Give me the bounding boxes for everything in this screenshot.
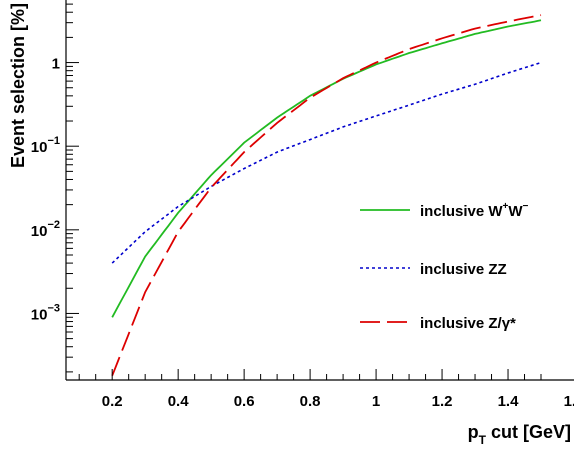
- series-line-zz: [111, 61, 542, 264]
- series-layer: [111, 14, 542, 377]
- y-tick-base: 10: [31, 139, 48, 156]
- y-tick-label: 10−2: [31, 219, 60, 240]
- legend-label-main: inclusive ZZ: [420, 261, 507, 278]
- y-tick-base: 1: [52, 56, 60, 73]
- legend-label-mid: W: [508, 203, 523, 220]
- y-tick-exponent: −2: [47, 219, 60, 231]
- y-tick-base: 10: [31, 306, 48, 323]
- series-line-zg: [111, 14, 542, 377]
- legend-label-superscript: +: [503, 201, 509, 212]
- x-tick-label: 1.4: [498, 393, 520, 410]
- y-axis-title: Event selection [%]: [8, 3, 28, 168]
- x-axis-title-subscript: T: [479, 433, 487, 447]
- x-axis-title-rest: cut [GeV]: [486, 422, 571, 442]
- x-tick-label: 0.2: [102, 393, 123, 410]
- x-tick-label: 0.6: [234, 393, 255, 410]
- legend: inclusive W+W− inclusive ZZ inclusive Z/γ*: [360, 201, 529, 332]
- x-tick-label: 1.2: [432, 393, 453, 410]
- legend-label-zg: inclusive Z/γ*: [420, 315, 516, 332]
- y-tick-label: 10−3: [31, 302, 60, 323]
- legend-label-main: inclusive Z/γ*: [420, 315, 516, 332]
- legend-label-zz: inclusive ZZ: [420, 261, 507, 278]
- x-axis-title-main: p: [468, 422, 479, 442]
- y-tick-exponent: −3: [47, 302, 60, 314]
- x-tick-label: 0.4: [168, 393, 190, 410]
- legend-label-superscript: −: [523, 201, 529, 212]
- y-tick-base: 10: [31, 223, 48, 240]
- legend-label-main: inclusive W: [420, 203, 503, 220]
- y-tick-exponent: −1: [47, 135, 60, 147]
- legend-label-ww: inclusive W+W−: [420, 201, 529, 220]
- x-tick-label: 1.6: [564, 393, 574, 410]
- y-tick-label: 10−1: [31, 135, 60, 156]
- y-tick-label: 1: [52, 56, 60, 73]
- x-axis-title: pT cut [GeV]: [468, 422, 571, 447]
- x-tick-label: 1: [372, 393, 380, 410]
- x-tick-label: 0.8: [300, 393, 321, 410]
